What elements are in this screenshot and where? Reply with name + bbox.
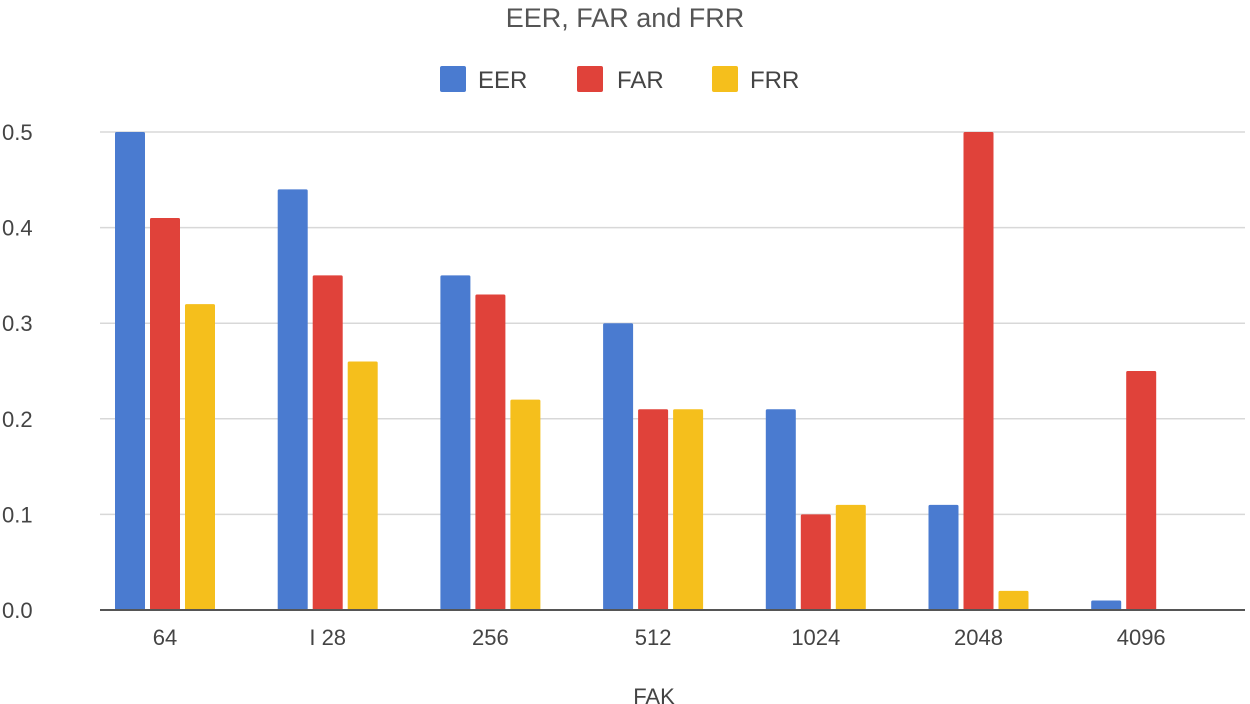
- bar-far-2: [475, 294, 506, 610]
- y-tick-label: 0.1: [2, 502, 33, 527]
- bar-far-4: [800, 514, 831, 610]
- x-tick-label: 1024: [791, 625, 840, 650]
- x-tick-label: 256: [472, 625, 509, 650]
- y-axis: 0.0 0.1 0.2 0.3 0.4 0.5: [2, 120, 33, 623]
- bar-eer-1: [277, 189, 308, 611]
- bar-frr-5: [998, 590, 1029, 610]
- gridlines: [100, 131, 1245, 516]
- x-tick-label: 64: [153, 625, 177, 650]
- x-tick-label: 2048: [954, 625, 1003, 650]
- legend: EER FAR FRR: [440, 66, 799, 94]
- bar-frr-2: [510, 399, 541, 610]
- x-axis-label: FAK: [633, 684, 675, 704]
- bar-far-1: [312, 275, 343, 610]
- bar-frr-4: [835, 504, 866, 610]
- legend-label-frr: FRR: [750, 67, 799, 94]
- legend-label-eer: EER: [478, 67, 527, 94]
- bar-far-0: [150, 218, 180, 611]
- x-tick-label: I 28: [309, 625, 346, 650]
- bar-eer-6: [1091, 600, 1122, 610]
- bar-far-6: [1126, 371, 1157, 610]
- x-tick-label: 512: [635, 625, 672, 650]
- y-tick-label: 0.5: [2, 120, 33, 145]
- bar-eer-5: [928, 504, 959, 610]
- bar-frr-0: [185, 304, 215, 610]
- bar-far-3: [638, 409, 669, 610]
- legend-label-far: FAR: [617, 67, 664, 94]
- chart-title: EER, FAR and FRR: [506, 3, 745, 33]
- legend-swatch-far: [577, 66, 603, 92]
- legend-swatch-frr: [712, 66, 738, 92]
- bar-frr-3: [673, 409, 704, 610]
- x-axis: 64 I 28 256 512 1024 2048 4096: [153, 625, 1166, 650]
- bar-eer-0: [115, 132, 145, 610]
- bar-eer-3: [603, 323, 634, 610]
- y-tick-label: 0.2: [2, 407, 33, 432]
- x-tick-label: 4096: [1117, 625, 1166, 650]
- y-tick-label: 0.0: [2, 598, 33, 623]
- y-tick-label: 0.3: [2, 311, 33, 336]
- legend-swatch-eer: [440, 66, 466, 92]
- bar-far-5: [963, 132, 994, 610]
- bars: [115, 132, 1157, 611]
- bar-eer-2: [440, 275, 471, 610]
- y-tick-label: 0.4: [2, 216, 33, 241]
- bar-eer-4: [765, 409, 796, 610]
- bar-frr-1: [347, 361, 378, 610]
